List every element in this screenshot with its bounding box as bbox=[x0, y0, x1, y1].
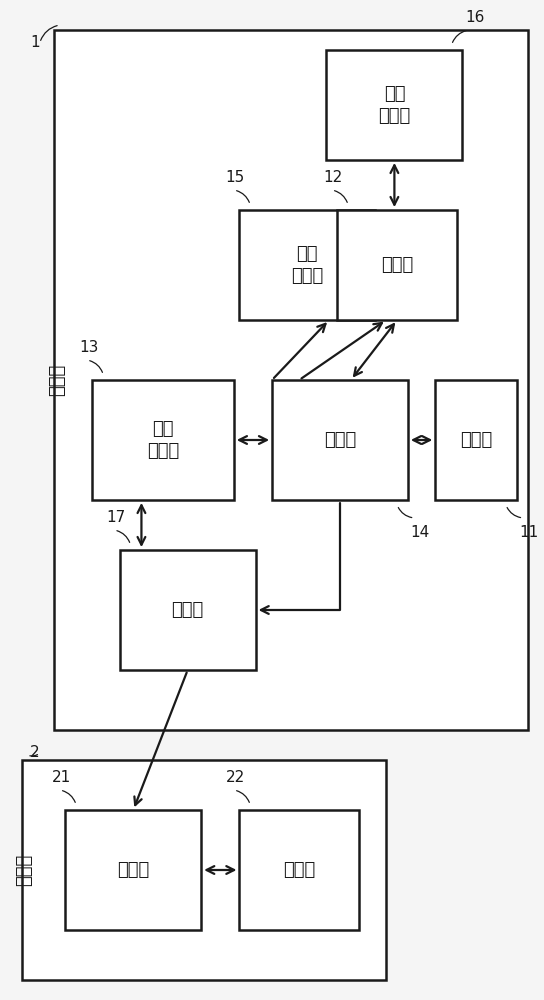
Text: 输入部: 输入部 bbox=[283, 861, 316, 879]
Text: 控制部: 控制部 bbox=[324, 431, 356, 449]
Bar bbox=[239, 810, 359, 930]
Bar bbox=[326, 50, 462, 160]
Text: 16: 16 bbox=[465, 10, 485, 25]
Bar bbox=[435, 380, 517, 500]
Text: 15: 15 bbox=[226, 170, 245, 185]
Text: 17: 17 bbox=[106, 510, 125, 525]
Text: 12: 12 bbox=[324, 170, 343, 185]
Text: 位置
检测部: 位置 检测部 bbox=[378, 85, 411, 125]
Text: 操纵器: 操纵器 bbox=[15, 854, 34, 886]
Text: 1: 1 bbox=[30, 35, 40, 50]
Text: 通信部: 通信部 bbox=[117, 861, 150, 879]
Bar bbox=[337, 210, 457, 320]
Text: 2: 2 bbox=[30, 745, 40, 760]
Text: 驱动部: 驱动部 bbox=[460, 431, 492, 449]
Bar bbox=[272, 380, 408, 500]
Bar bbox=[54, 30, 528, 730]
Text: 通信部: 通信部 bbox=[171, 601, 204, 619]
Text: 22: 22 bbox=[226, 770, 245, 785]
Bar bbox=[239, 210, 375, 320]
Text: 13: 13 bbox=[79, 340, 98, 355]
Text: 14: 14 bbox=[411, 525, 430, 540]
Bar bbox=[65, 810, 201, 930]
Text: 11: 11 bbox=[520, 525, 539, 540]
Text: 移动体: 移动体 bbox=[48, 364, 66, 396]
Bar bbox=[22, 760, 386, 980]
Text: 发光部: 发光部 bbox=[381, 256, 413, 274]
Bar bbox=[92, 380, 234, 500]
Text: 位置
记录部: 位置 记录部 bbox=[291, 245, 324, 285]
Text: 响应
确认部: 响应 确认部 bbox=[147, 420, 180, 460]
Text: 21: 21 bbox=[52, 770, 71, 785]
Bar bbox=[120, 550, 256, 670]
